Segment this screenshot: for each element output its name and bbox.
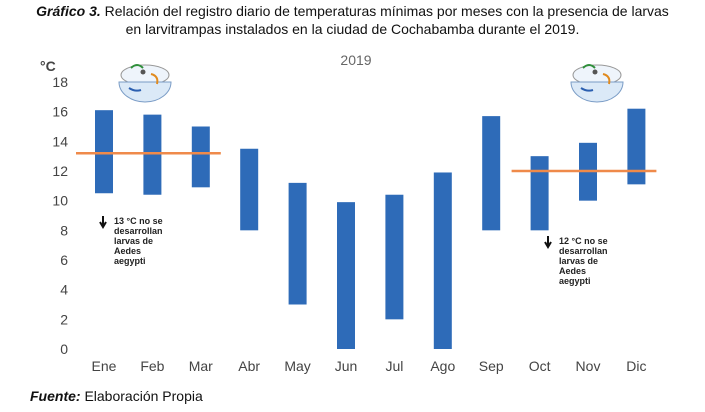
x-tick-label: Feb	[140, 358, 164, 374]
y-tick-label: 12	[52, 163, 68, 179]
y-tick-label: 10	[52, 193, 68, 209]
y-tick-label: 0	[60, 341, 68, 357]
larvitrap-icon-left	[118, 64, 172, 103]
y-tick-label: 14	[52, 133, 68, 149]
x-tick-label: Jun	[335, 358, 358, 374]
y-tick-label: 18	[52, 74, 68, 90]
bar-feb	[143, 114, 162, 195]
x-tick-label: Jul	[385, 358, 403, 374]
chart-title: 2019	[340, 52, 371, 68]
x-tick-label: Sep	[479, 358, 504, 374]
threshold-note-line: aegypti	[114, 256, 146, 266]
y-tick-label: 4	[60, 282, 68, 298]
bar-ene	[95, 110, 113, 194]
threshold-note-line: Aedes	[114, 246, 141, 256]
down-arrow-icon	[544, 236, 552, 249]
source-lead: Fuente:	[30, 388, 81, 404]
bar-abr	[240, 148, 259, 231]
threshold-note-line: desarrollan	[559, 246, 608, 256]
threshold-note-line: 12 °C no se	[559, 236, 608, 246]
y-tick-label: 16	[52, 104, 68, 120]
y-axis-unit: °C	[40, 58, 56, 74]
down-arrow-icon	[99, 216, 107, 229]
y-tick-label: 6	[60, 252, 68, 268]
x-tick-label: Dic	[626, 358, 646, 374]
source-text: Elaboración Propia	[80, 388, 203, 404]
threshold-note-line: larvas de	[559, 256, 598, 266]
x-tick-label: Oct	[529, 358, 551, 374]
x-tick-label: Ene	[92, 358, 117, 374]
threshold-note-line: Aedes	[559, 266, 586, 276]
x-tick-label: Mar	[189, 358, 213, 374]
x-tick-label: Abr	[238, 358, 260, 374]
threshold-note-line: larvas de	[114, 236, 153, 246]
caption-line1: Relación del registro diario de temperat…	[100, 3, 669, 19]
caption-lead: Gráfico 3.	[36, 3, 101, 19]
figure-caption: Gráfico 3. Relación del registro diario …	[0, 2, 705, 38]
x-tick-label: May	[284, 358, 310, 374]
bar-jul	[385, 194, 404, 320]
bar-dic	[627, 108, 646, 185]
bar-sep	[482, 116, 501, 231]
figure-source: Fuente: Elaboración Propia	[30, 388, 203, 404]
y-tick-label: 8	[60, 222, 68, 238]
larvitrap-icon-right	[570, 64, 624, 103]
bar-oct	[530, 156, 549, 231]
bar-may	[288, 182, 307, 305]
threshold-note-line: 13 °C no se	[114, 216, 163, 226]
threshold-note-line: aegypti	[559, 276, 591, 286]
threshold-note-line: desarrollan	[114, 226, 163, 236]
y-tick-label: 2	[60, 311, 68, 327]
x-tick-label: Nov	[576, 358, 601, 374]
bar-ago	[433, 172, 452, 349]
x-tick-label: Ago	[430, 358, 455, 374]
bar-jun	[337, 202, 355, 349]
caption-line2: en larvitrampas instalados en la ciudad …	[125, 21, 580, 37]
bar-mar	[191, 126, 210, 188]
